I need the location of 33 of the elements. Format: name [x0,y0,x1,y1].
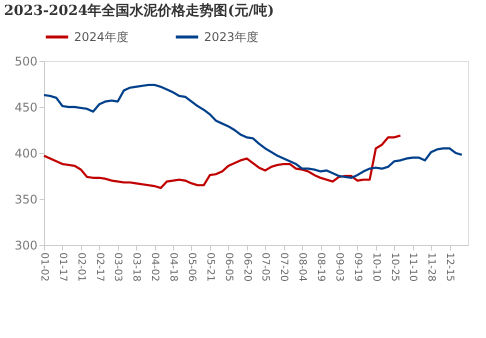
x-tick-label: 07-20 [278,252,290,282]
x-tick-label: 09-19 [352,252,363,282]
x-tick-label: 11-28 [426,252,437,282]
legend-label: 2023年度 [204,30,259,44]
x-tick-label: 03-03 [112,252,124,282]
x-tick-label: 07-05 [260,252,271,282]
line-series [42,134,402,190]
legend-label: 2024年度 [74,30,129,44]
x-tick-label: 05-06 [186,252,197,282]
x-tick-label: 04-02 [149,252,160,282]
x-tick-label: 02-17 [94,252,105,282]
x-tick-label: 12-15 [444,252,456,282]
y-tick-label: 500 [14,54,38,68]
y-tick-label: 350 [14,192,38,206]
x-tick-label: 02-01 [75,252,86,282]
x-tick-label: 05-21 [204,252,216,282]
x-tick-label: 01-17 [56,252,68,282]
x-tick-label: 08-04 [296,252,308,282]
chart-title: 2023-2024年全国水泥价格走势图(元/吨) [4,3,274,19]
x-tick-label: 06-05 [222,252,234,282]
x-tick-label: 06-20 [241,252,252,282]
x-tick-label: 11-10 [407,252,418,282]
x-tick-label: 03-18 [130,252,142,282]
y-tick-label: 400 [14,146,38,160]
x-tick-label: 10-10 [370,252,382,282]
x-tick-label: 04-18 [168,252,179,282]
y-tick-label: 300 [14,238,38,252]
x-tick-label: 10-25 [388,252,400,282]
line-series [42,84,463,179]
x-tick-label: 08-19 [315,252,326,282]
y-tick-label: 450 [14,100,38,114]
x-tick-label: 01-02 [38,252,50,282]
x-tick-label: 09-03 [333,252,344,282]
